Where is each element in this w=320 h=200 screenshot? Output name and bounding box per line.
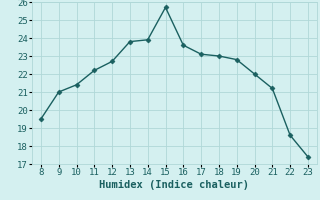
X-axis label: Humidex (Indice chaleur): Humidex (Indice chaleur): [100, 180, 249, 190]
